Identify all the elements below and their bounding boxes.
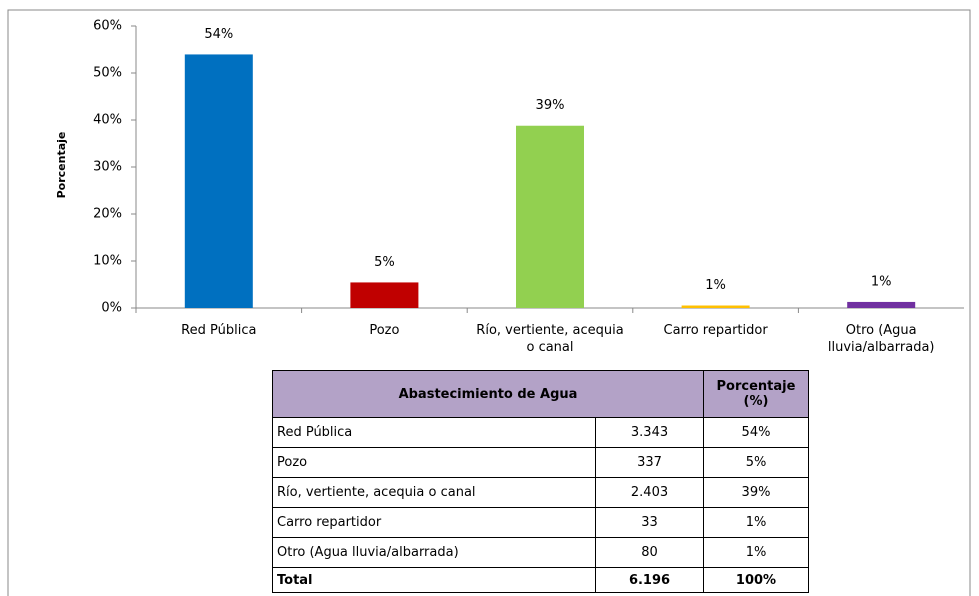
y-tick-label: 60%	[93, 19, 122, 34]
table-cell: 6.196	[595, 567, 704, 593]
bar	[847, 301, 916, 308]
data-label: 39%	[536, 98, 565, 113]
table-cell: Carro repartidor	[272, 507, 596, 538]
data-label: 1%	[871, 274, 892, 289]
table-cell: 100%	[703, 567, 809, 593]
x-tick-label: Pozo	[369, 323, 400, 338]
data-label: 54%	[204, 27, 233, 42]
data-table: Abastecimiento de Agua Porcentaje (%) Red…	[272, 370, 809, 593]
bar	[350, 282, 419, 308]
table-cell: 80	[595, 537, 704, 568]
y-tick-label: 30%	[93, 160, 122, 175]
header-cell: Porcentaje (%)	[703, 370, 809, 418]
bar	[681, 305, 750, 308]
y-tick-label: 50%	[93, 66, 122, 81]
table-cell: 1%	[703, 537, 809, 568]
table-cell: 33	[595, 507, 704, 538]
x-tick-label: Red Pública	[181, 323, 257, 338]
table-cell: Red Pública	[272, 417, 596, 448]
y-tick-label: 0%	[101, 301, 122, 316]
y-tick-label: 20%	[93, 207, 122, 222]
table-cell: Otro (Agua lluvia/albarrada)	[272, 537, 596, 568]
chart-frame	[7, 9, 971, 596]
table-row: Total 6.196 100%	[272, 567, 809, 593]
bar	[516, 125, 584, 308]
table-cell: 54%	[703, 417, 809, 448]
x-tick-label: Carro repartidor	[663, 323, 768, 338]
bar	[184, 54, 253, 309]
table-cell: Total	[272, 567, 596, 593]
table-cell: Pozo	[272, 447, 596, 478]
table-header: Abastecimiento de Agua Porcentaje (%)	[272, 370, 809, 418]
y-tick-label: 40%	[93, 113, 122, 128]
data-label: 5%	[374, 255, 395, 270]
table-row: Pozo 337 5%	[272, 447, 809, 478]
table-row: Carro repartidor 33 1%	[272, 507, 809, 538]
header-cell: Abastecimiento de Agua	[272, 370, 704, 418]
table-cell: 1%	[703, 507, 809, 538]
y-tick-label: 10%	[93, 254, 122, 269]
y-axis-label: Porcentaje	[55, 132, 68, 199]
table-cell: 39%	[703, 477, 809, 508]
table-cell: 5%	[703, 447, 809, 478]
x-tick-label: Otro (Agua lluvia/albarrada)	[827, 323, 935, 355]
table-row: Red Pública 3.343 54%	[272, 417, 809, 448]
data-label: 1%	[705, 278, 726, 293]
table-row: Otro (Agua lluvia/albarrada) 80 1%	[272, 537, 809, 568]
table-cell: 3.343	[595, 417, 704, 448]
table-cell: Río, vertiente, acequia o canal	[272, 477, 596, 508]
table-row: Río, vertiente, acequia o canal 2.403 39%	[272, 477, 809, 508]
x-tick-label: Río, vertiente, acequia o canal	[476, 323, 624, 355]
table-cell: 2.403	[595, 477, 704, 508]
table-cell: 337	[595, 447, 704, 478]
